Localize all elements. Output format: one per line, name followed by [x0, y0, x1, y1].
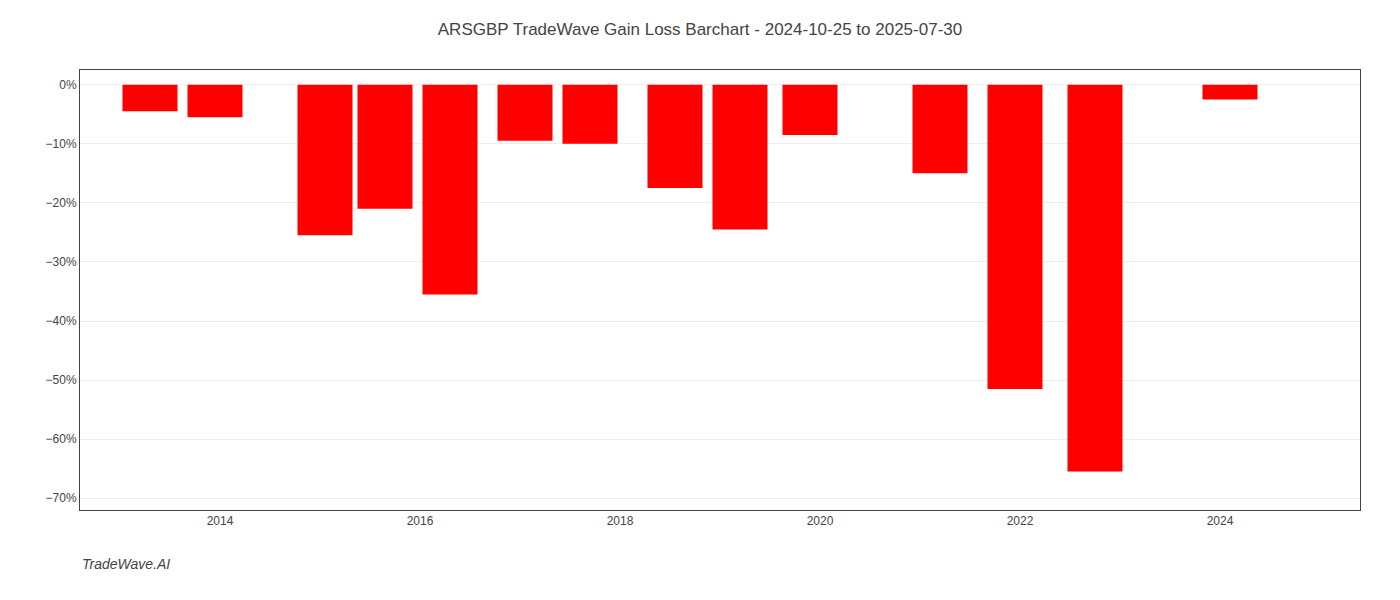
svg-text:2022: 2022: [1007, 514, 1034, 528]
svg-text:ARSGBP TradeWave Gain Loss Bar: ARSGBP TradeWave Gain Loss Barchart - 20…: [438, 20, 962, 39]
svg-text:2020: 2020: [807, 514, 834, 528]
svg-text:TradeWave.AI: TradeWave.AI: [82, 556, 170, 572]
svg-text:2024: 2024: [1207, 514, 1234, 528]
svg-text:−10%: −10%: [46, 137, 77, 151]
svg-text:−40%: −40%: [46, 314, 77, 328]
svg-text:2018: 2018: [607, 514, 634, 528]
svg-text:−20%: −20%: [46, 196, 77, 210]
svg-text:−50%: −50%: [46, 373, 77, 387]
svg-text:−60%: −60%: [46, 432, 77, 446]
svg-text:−70%: −70%: [46, 491, 77, 505]
svg-text:2016: 2016: [407, 514, 434, 528]
svg-text:−30%: −30%: [46, 255, 77, 269]
svg-text:0%: 0%: [59, 78, 77, 92]
svg-text:2014: 2014: [207, 514, 234, 528]
